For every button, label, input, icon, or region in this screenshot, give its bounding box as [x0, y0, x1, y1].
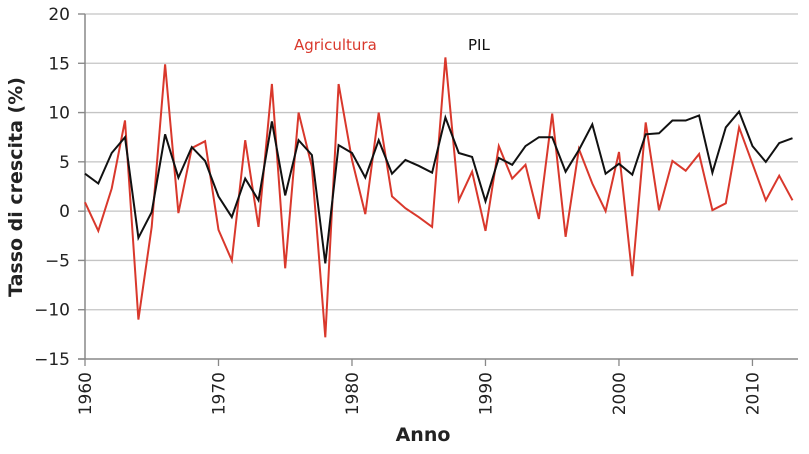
y-tick-label: 15	[48, 54, 70, 74]
legend-label-agricultura: Agricultura	[294, 36, 377, 54]
legend-label-pil: PIL	[468, 36, 490, 54]
y-tick-label: −5	[45, 251, 70, 271]
y-tick-label: 10	[48, 104, 70, 124]
series-lines	[84, 57, 794, 338]
y-tick-label: 5	[59, 153, 70, 173]
x-tick-label: 2010	[743, 372, 763, 415]
x-tick-label: 1990	[476, 372, 496, 415]
series-line-pil	[84, 109, 793, 264]
gridlines	[78, 13, 798, 311]
x-tick-label: 1960	[76, 372, 96, 415]
y-tick-label: 20	[48, 5, 70, 25]
y-tick-label: −10	[34, 301, 70, 321]
x-axis-ticks: 1960 1970 1980 1990 2000 2010	[76, 359, 763, 415]
series-line-agricultura	[84, 57, 794, 338]
x-axis-title: Anno	[396, 424, 451, 446]
y-tick-label: 0	[59, 202, 70, 222]
y-axis-title: Tasso di crescita (%)	[5, 77, 27, 297]
y-axis-ticks: −15 −10 −5 0 5 10 15 20	[34, 5, 85, 370]
x-tick-label: 2000	[610, 372, 630, 415]
y-tick-label: −15	[34, 350, 70, 370]
x-tick-label: 1980	[343, 372, 363, 415]
x-tick-label: 1970	[209, 372, 229, 415]
